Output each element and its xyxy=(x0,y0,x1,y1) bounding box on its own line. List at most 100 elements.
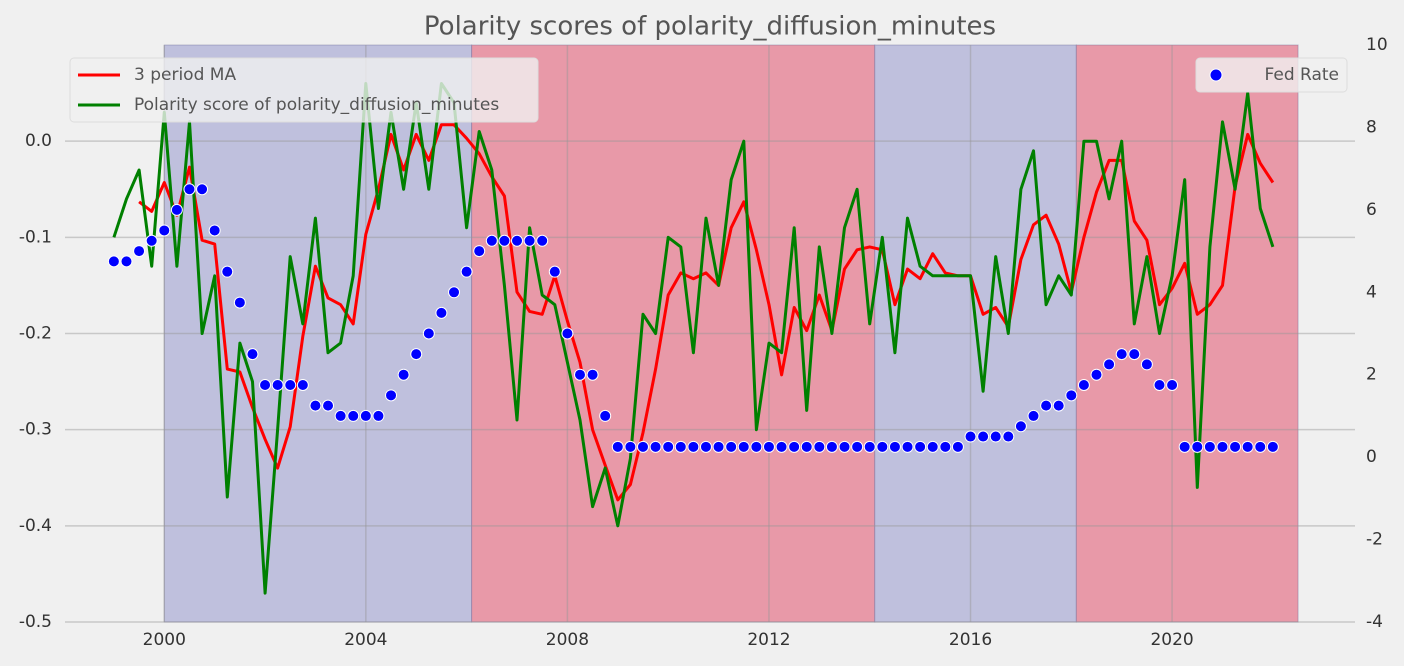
x-tick-label: 2008 xyxy=(546,630,589,650)
fed-rate-dot xyxy=(1153,379,1166,392)
fed-rate-dot xyxy=(775,440,788,453)
legend: 3 period MA Polarity score of polarity_di… xyxy=(69,57,539,123)
fed-rate-dot xyxy=(611,440,624,453)
fed-rate-dot xyxy=(133,245,146,258)
fed-rate-dot xyxy=(536,234,549,247)
fed-rate-dot xyxy=(334,409,347,422)
span xyxy=(471,44,876,623)
fed-rate-dot xyxy=(485,234,498,247)
legend-box xyxy=(1195,57,1348,93)
fed-rate-dot xyxy=(448,286,461,299)
y-tick-label: 0.0 xyxy=(25,131,52,151)
fed-rate-dot xyxy=(1203,440,1216,453)
fed-rate-dot xyxy=(964,430,977,443)
legend-label: 3 period MA xyxy=(134,65,236,85)
fed-rate-dot xyxy=(939,440,952,453)
fed-rate-dot xyxy=(762,440,775,453)
fed-rate-dot xyxy=(372,409,385,422)
fed-rate-dot xyxy=(196,183,209,196)
fed-rate-dot xyxy=(624,440,637,453)
fed-rate-dot xyxy=(863,440,876,453)
y2-tick-label: -4 xyxy=(1366,612,1383,632)
fed-rate-dot xyxy=(951,440,964,453)
fed-rate-dot xyxy=(636,440,649,453)
fed-rate-dot xyxy=(901,440,914,453)
fed-rate-dot xyxy=(1065,389,1078,402)
fed-rate-dot xyxy=(1027,409,1040,422)
y2-tick-label: 2 xyxy=(1366,365,1377,385)
y-tick-label: -0.5 xyxy=(19,612,52,632)
fed-rate-dot xyxy=(599,409,612,422)
fed-rate-dot xyxy=(460,265,473,278)
y2-tick-label: 6 xyxy=(1366,200,1377,220)
fed-rate-dot xyxy=(725,440,738,453)
series-line xyxy=(138,123,1275,502)
fed-rate-dot xyxy=(158,224,171,237)
y-tick-label: -0.1 xyxy=(19,227,52,247)
y2-tick-label: 0 xyxy=(1366,447,1377,467)
fed-rate-dot xyxy=(397,368,410,381)
legend: Fed Rate xyxy=(1195,57,1348,93)
fed-rate-dot xyxy=(1128,348,1141,361)
fed-rate-dot xyxy=(183,183,196,196)
fed-rate-dot xyxy=(838,440,851,453)
fed-rate-dot xyxy=(737,440,750,453)
fed-rate-dot xyxy=(233,296,246,309)
fed-rate-dot xyxy=(825,440,838,453)
fed-rate-dot xyxy=(322,399,335,412)
fed-rate-dot xyxy=(410,348,423,361)
fed-rate-dot xyxy=(208,224,221,237)
fed-rate-dot xyxy=(662,440,675,453)
fed-rate-dot xyxy=(888,440,901,453)
fed-rate-dot xyxy=(687,440,700,453)
fed-rate-dot xyxy=(573,368,586,381)
fed-rate-dot xyxy=(800,440,813,453)
y-tick-label: -0.2 xyxy=(19,324,52,344)
fed-rate-dot xyxy=(876,440,889,453)
legend-label: Polarity score of polarity_diffusion_min… xyxy=(134,95,499,115)
x-tick-label: 2004 xyxy=(344,630,387,650)
legend-label: Fed Rate xyxy=(1265,65,1339,85)
series-line xyxy=(112,82,1275,595)
fed-rate-dot xyxy=(1052,399,1065,412)
fed-rate-dot xyxy=(284,379,297,392)
fed-rate-dot xyxy=(788,440,801,453)
fed-rate-dot xyxy=(347,409,360,422)
y2-tick-label: 8 xyxy=(1366,117,1377,137)
fed-rate-dot xyxy=(1115,348,1128,361)
fed-rate-dot xyxy=(813,440,826,453)
fed-rate-dot xyxy=(914,440,927,453)
fed-rate-dot xyxy=(120,255,133,268)
y2-tick-label: -2 xyxy=(1366,530,1383,550)
fed-rate-dot xyxy=(523,234,536,247)
fed-rate-dot xyxy=(851,440,864,453)
y2-tick-label: 4 xyxy=(1366,282,1377,302)
fed-rate-dot xyxy=(1040,399,1053,412)
fed-rate-dot xyxy=(1229,440,1242,453)
fed-rate-dot xyxy=(385,389,398,402)
fed-rate-dot xyxy=(511,234,524,247)
fed-rate-dot xyxy=(259,379,272,392)
fed-rate-dot xyxy=(1178,440,1191,453)
y-tick-label: -0.3 xyxy=(19,420,52,440)
fed-rate-dot xyxy=(296,379,309,392)
fed-rate-dot xyxy=(1254,440,1267,453)
legend-swatch xyxy=(1209,68,1223,82)
fed-rate-dot xyxy=(271,379,284,392)
x-tick-label: 2020 xyxy=(1150,630,1193,650)
span xyxy=(1075,44,1299,623)
fed-rate-dot xyxy=(712,440,725,453)
fed-rate-dot xyxy=(1191,440,1204,453)
fed-rate-dot xyxy=(699,440,712,453)
fed-rate-dot xyxy=(107,255,120,268)
fed-rate-dot xyxy=(1140,358,1153,371)
fed-rate-dot xyxy=(750,440,763,453)
fed-rate-dot xyxy=(1266,440,1279,453)
fed-rate-dot xyxy=(548,265,561,278)
y-tick-label: -0.4 xyxy=(19,516,52,536)
legend-box xyxy=(69,57,539,123)
fed-rate-dot xyxy=(1103,358,1116,371)
fed-rate-dot xyxy=(977,430,990,443)
fed-rate-dot xyxy=(1090,368,1103,381)
